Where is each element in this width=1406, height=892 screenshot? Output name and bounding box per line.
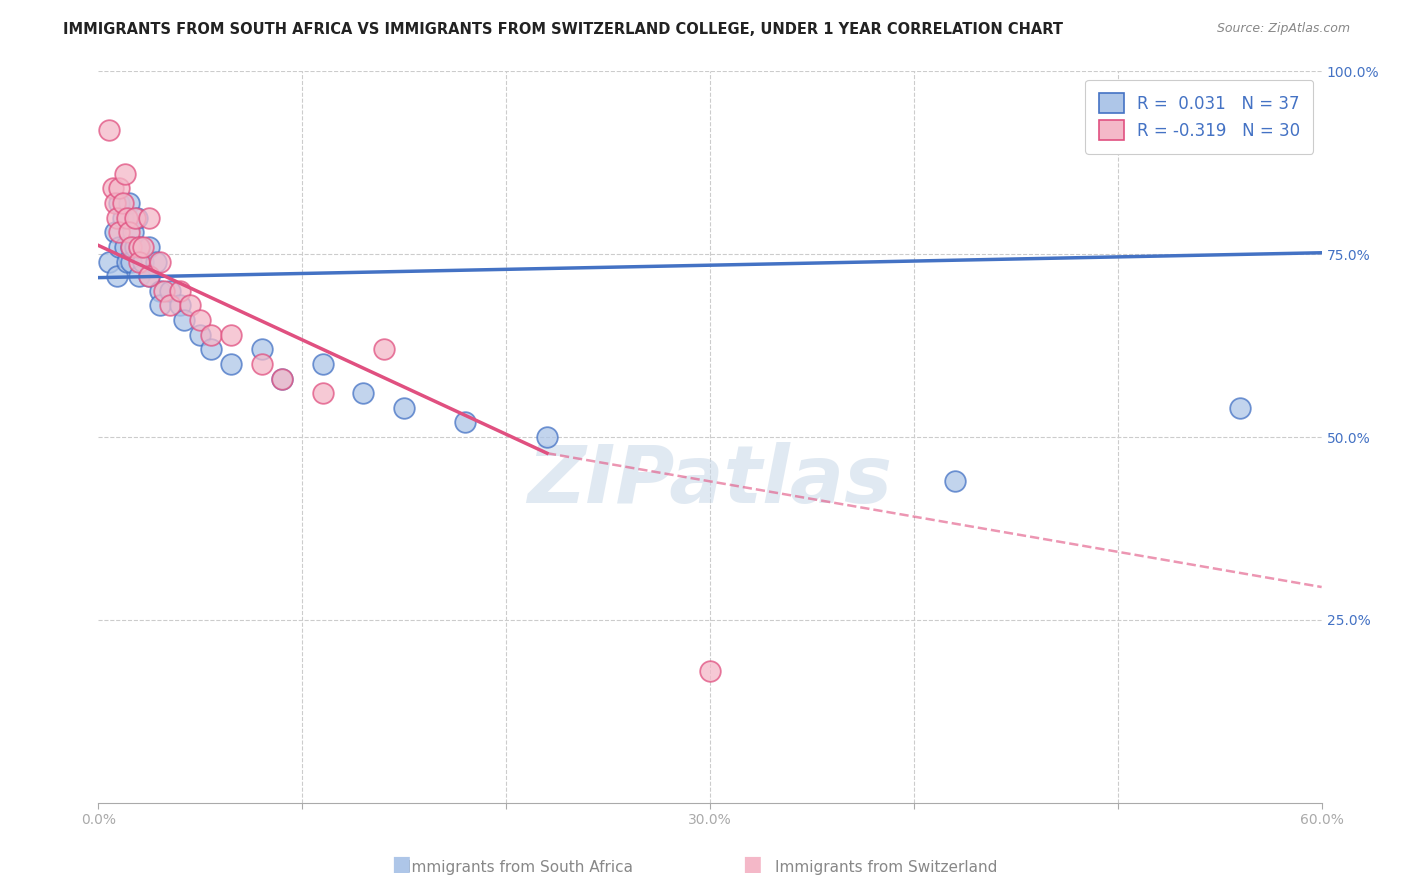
Point xyxy=(312,386,335,401)
Point xyxy=(699,664,721,678)
Point xyxy=(536,430,558,444)
Point xyxy=(454,416,477,430)
Point xyxy=(108,181,131,195)
Point xyxy=(127,211,149,225)
Point xyxy=(97,254,120,268)
Point xyxy=(149,298,172,312)
Point xyxy=(169,284,191,298)
Point xyxy=(118,196,141,211)
Point xyxy=(97,123,120,137)
Point xyxy=(128,269,150,284)
Point xyxy=(124,211,146,225)
Point xyxy=(188,313,212,327)
Point xyxy=(1229,401,1251,415)
Text: ■: ■ xyxy=(391,854,411,873)
Point xyxy=(111,196,134,211)
Point xyxy=(200,327,222,342)
Point xyxy=(943,474,966,488)
Point xyxy=(114,167,136,181)
Point xyxy=(108,196,131,211)
Point xyxy=(111,211,134,225)
Point xyxy=(173,313,195,327)
Point xyxy=(352,386,374,401)
Point xyxy=(188,327,212,342)
Point xyxy=(200,343,222,357)
Point xyxy=(118,225,141,239)
Point xyxy=(122,225,145,239)
Point xyxy=(373,343,395,357)
Point xyxy=(115,254,138,268)
Point xyxy=(159,284,181,298)
Point xyxy=(250,343,273,357)
Point xyxy=(104,196,127,211)
Point xyxy=(169,298,191,312)
Point xyxy=(114,240,136,254)
Point xyxy=(159,298,181,312)
Text: IMMIGRANTS FROM SOUTH AFRICA VS IMMIGRANTS FROM SWITZERLAND COLLEGE, UNDER 1 YEA: IMMIGRANTS FROM SOUTH AFRICA VS IMMIGRAN… xyxy=(63,22,1063,37)
Point xyxy=(128,240,150,254)
Point xyxy=(101,181,124,195)
Point xyxy=(108,240,131,254)
Point xyxy=(105,211,128,225)
Point xyxy=(128,254,150,268)
Point xyxy=(149,254,172,268)
Text: Immigrants from Switzerland: Immigrants from Switzerland xyxy=(775,861,997,875)
Point xyxy=(104,225,127,239)
Point xyxy=(219,357,242,371)
Point xyxy=(179,298,201,312)
Point xyxy=(392,401,416,415)
Text: ■: ■ xyxy=(742,854,762,873)
Point xyxy=(138,240,160,254)
Text: Immigrants from South Africa: Immigrants from South Africa xyxy=(408,861,633,875)
Point xyxy=(108,225,131,239)
Point xyxy=(138,211,160,225)
Text: Source: ZipAtlas.com: Source: ZipAtlas.com xyxy=(1216,22,1350,36)
Point xyxy=(270,371,294,385)
Legend: R =  0.031   N = 37, R = -0.319   N = 30: R = 0.031 N = 37, R = -0.319 N = 30 xyxy=(1085,79,1313,153)
Point xyxy=(115,211,138,225)
Point xyxy=(138,269,160,284)
Point xyxy=(270,371,294,385)
Point xyxy=(312,357,335,371)
Point xyxy=(145,254,167,268)
Point xyxy=(149,284,172,298)
Point xyxy=(250,357,273,371)
Point xyxy=(132,254,155,268)
Text: ZIPatlas: ZIPatlas xyxy=(527,442,893,520)
Point xyxy=(124,240,146,254)
Point xyxy=(120,240,142,254)
Point xyxy=(120,240,142,254)
Point xyxy=(219,327,242,342)
Point xyxy=(132,240,155,254)
Point xyxy=(128,240,150,254)
Point xyxy=(152,284,174,298)
Point xyxy=(138,269,160,284)
Point xyxy=(105,269,128,284)
Point xyxy=(120,254,142,268)
